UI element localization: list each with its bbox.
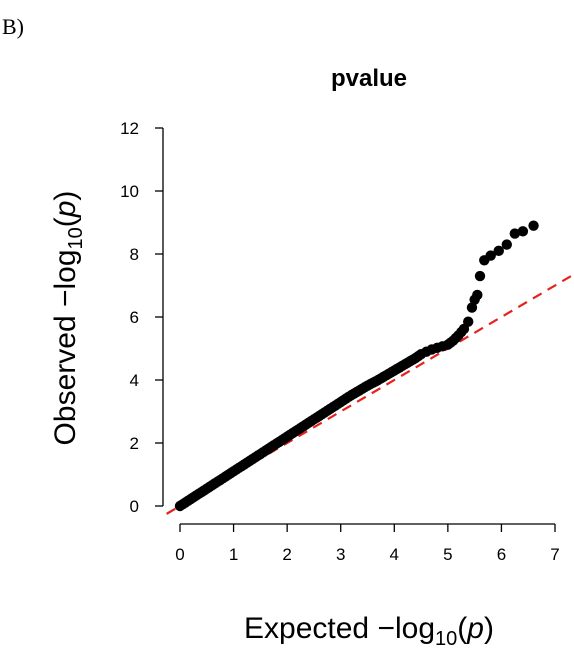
data-point [485,250,496,261]
plot-area [166,220,572,515]
y-tick-label: 6 [130,308,139,327]
x-tick-label: 0 [175,545,184,564]
data-point [528,220,539,231]
x-tick-label: 4 [390,545,399,564]
data-point [509,228,521,239]
x-axis: 0 1 2 3 4 5 6 7 [175,523,560,564]
y-tick-label: 10 [120,182,139,201]
chart-title: pvalue [331,65,407,92]
data-point [501,239,512,250]
data-point [466,302,478,313]
y-axis: 0 2 4 6 8 10 12 [120,119,164,516]
x-tick-label: 3 [336,545,345,564]
x-tick-label: 5 [443,545,452,564]
data-point [472,289,483,301]
x-tick-label: 6 [497,545,506,564]
y-tick-label: 2 [130,434,139,453]
data-point [493,245,504,257]
x-tick-label: 1 [229,545,238,564]
data-point [517,226,529,237]
y-tick-label: 8 [130,245,139,264]
panel-label: B) [2,14,24,39]
data-points [174,220,539,512]
x-tick-label: 2 [282,545,291,564]
y-tick-label: 4 [130,371,139,390]
y-tick-label: 0 [130,497,139,516]
y-tick-label: 12 [120,119,139,138]
y-axis-label: Observed −log10(p) [49,191,87,446]
x-tick-label: 7 [550,545,559,564]
data-point [474,270,486,282]
data-point [463,316,474,327]
x-axis-label: Expected −log10(p) [244,612,494,650]
reference-line [166,275,572,515]
